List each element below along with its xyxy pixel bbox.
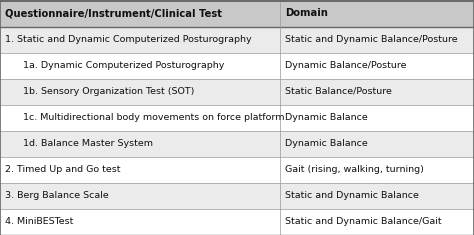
- Text: Dynamic Balance/Posture: Dynamic Balance/Posture: [285, 61, 407, 70]
- Bar: [0, 183, 474, 208]
- Text: Gait (rising, walking, turning): Gait (rising, walking, turning): [285, 165, 424, 174]
- Text: 1c. Multidirectional body movements on force platform: 1c. Multidirectional body movements on f…: [23, 113, 284, 122]
- Text: 3. Berg Balance Scale: 3. Berg Balance Scale: [5, 191, 109, 200]
- Text: 1. Static and Dynamic Computerized Posturography: 1. Static and Dynamic Computerized Postu…: [5, 35, 252, 44]
- Text: Questionnaire/Instrument/Clinical Test: Questionnaire/Instrument/Clinical Test: [5, 8, 222, 19]
- Text: Static and Dynamic Balance/Posture: Static and Dynamic Balance/Posture: [285, 35, 457, 44]
- Bar: [0, 27, 474, 52]
- Bar: [0, 0, 474, 27]
- Text: Static and Dynamic Balance/Gait: Static and Dynamic Balance/Gait: [285, 217, 442, 226]
- Text: Dynamic Balance: Dynamic Balance: [285, 139, 368, 148]
- Text: 4. MiniBESTest: 4. MiniBESTest: [5, 217, 73, 226]
- Bar: [0, 105, 474, 130]
- Bar: [0, 78, 474, 105]
- Bar: [0, 157, 474, 183]
- Bar: [0, 208, 474, 235]
- Text: 1a. Dynamic Computerized Posturography: 1a. Dynamic Computerized Posturography: [23, 61, 224, 70]
- Text: Static Balance/Posture: Static Balance/Posture: [285, 87, 392, 96]
- Bar: [0, 52, 474, 78]
- Text: Domain: Domain: [285, 8, 328, 19]
- Text: Dynamic Balance: Dynamic Balance: [285, 113, 368, 122]
- Text: 1d. Balance Master System: 1d. Balance Master System: [23, 139, 153, 148]
- Text: Static and Dynamic Balance: Static and Dynamic Balance: [285, 191, 419, 200]
- Text: 1b. Sensory Organization Test (SOT): 1b. Sensory Organization Test (SOT): [23, 87, 194, 96]
- Text: 2. Timed Up and Go test: 2. Timed Up and Go test: [5, 165, 120, 174]
- Bar: [0, 130, 474, 157]
